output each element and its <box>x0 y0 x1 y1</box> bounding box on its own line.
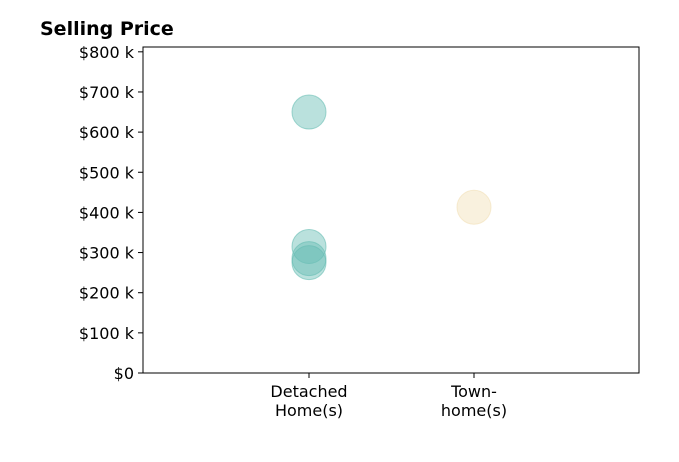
y-tick-label: $200 k <box>79 284 135 303</box>
data-point <box>291 94 327 130</box>
y-tick-label: $400 k <box>79 203 135 222</box>
y-axis: $0 $100 k $200 k $300 k $400 k $500 k $600 k $7… <box>79 43 143 383</box>
x-tick-label-line: Detached <box>270 382 347 401</box>
marks-layer <box>291 94 492 281</box>
y-tick-label: $500 k <box>79 163 135 182</box>
x-tick-label-line: Home(s) <box>275 401 343 420</box>
y-tick-label: $100 k <box>79 324 135 343</box>
y-tick-label: $300 k <box>79 244 135 263</box>
data-point <box>291 229 327 265</box>
data-point <box>291 245 327 281</box>
x-tick-label-line: home(s) <box>441 401 507 420</box>
x-tick-label: Detached Home(s) <box>270 382 347 420</box>
x-tick-label-line: Town- <box>450 382 497 401</box>
plot-area-frame <box>142 46 640 374</box>
y-tick-label: $600 k <box>79 123 135 142</box>
y-tick-label: $800 k <box>79 43 135 62</box>
y-tick-label: $700 k <box>79 83 135 102</box>
y-tick-label: $0 <box>114 364 134 383</box>
chart-title: Selling Price <box>40 18 174 40</box>
x-tick-label: Town-home(s) <box>441 382 507 420</box>
x-axis: Detached Home(s) Town-home(s) <box>270 373 507 420</box>
data-point <box>456 189 492 225</box>
